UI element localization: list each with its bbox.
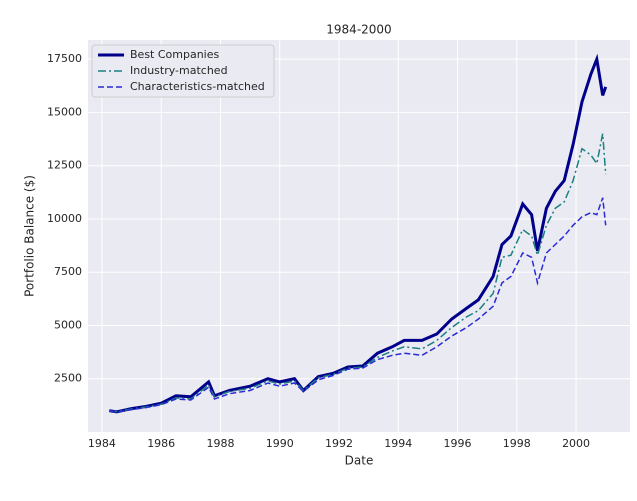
x-tick-label: 1996 [444, 437, 472, 450]
y-tick-label: 2500 [54, 372, 82, 385]
y-tick-label: 17500 [47, 52, 82, 65]
chart-title: 1984-2000 [326, 23, 391, 37]
y-tick-label: 10000 [47, 212, 82, 225]
x-tick-label: 1994 [384, 437, 412, 450]
x-tick-label: 1986 [147, 437, 175, 450]
y-tick-label: 15000 [47, 105, 82, 118]
plot-area [88, 40, 630, 432]
series-line [109, 197, 607, 413]
y-tick-label: 12500 [47, 159, 82, 172]
legend-label: Industry-matched [130, 64, 228, 77]
x-axis-label: Date [345, 454, 374, 468]
legend-box [91, 44, 275, 98]
x-tick-label: 2000 [562, 437, 590, 450]
legend-label: Characteristics-matched [130, 80, 265, 93]
x-tick-label: 1990 [266, 437, 294, 450]
x-tick-label: 1992 [325, 437, 353, 450]
x-tick-label: 1988 [206, 437, 234, 450]
legend-label: Best Companies [130, 48, 219, 61]
series-line [109, 53, 608, 414]
x-tick-label: 1998 [503, 437, 531, 450]
series-line [109, 133, 607, 413]
y-axis-label: Portfolio Balance ($) [23, 175, 37, 297]
y-tick-label: 5000 [54, 318, 82, 331]
y-tick-label: 7500 [54, 265, 82, 278]
x-tick-label: 1984 [88, 437, 116, 450]
